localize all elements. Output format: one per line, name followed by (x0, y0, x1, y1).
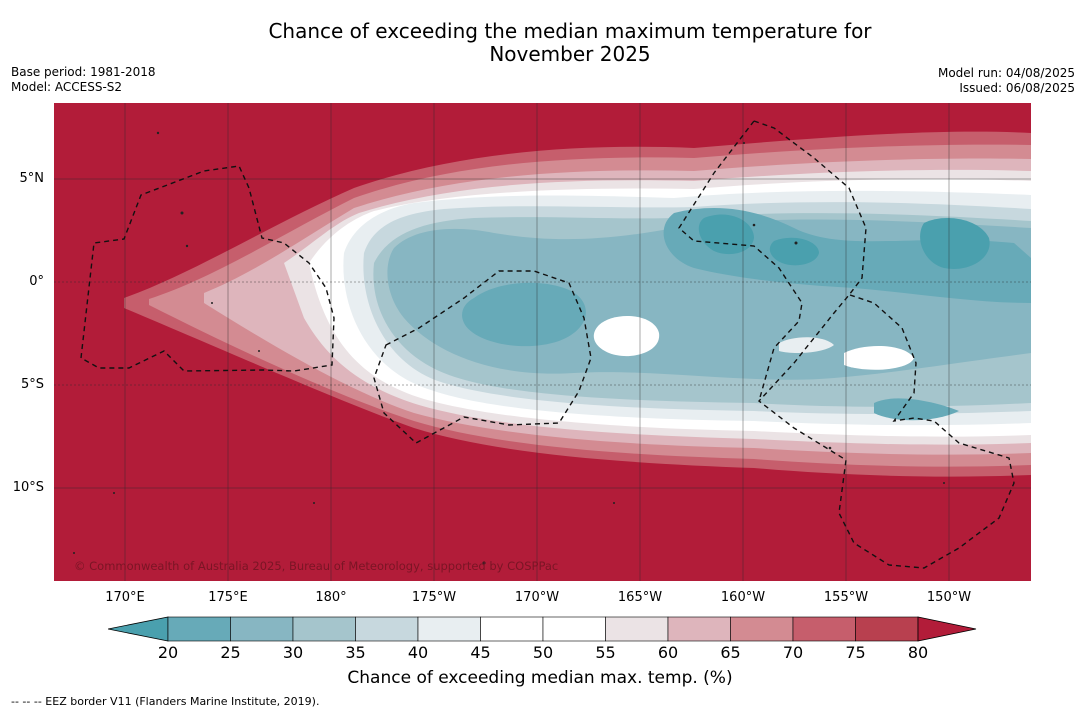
model-name: Model: ACCESS-S2 (11, 80, 123, 94)
colorbar-tick-label: 25 (220, 643, 241, 662)
colorbar-tick-label: 45 (470, 643, 491, 662)
map-title: Chance of exceeding the median maximum t… (200, 20, 940, 66)
colorbar-segment (542, 616, 606, 642)
eez-legend-note: -- -- -- EEZ border V11 (Flanders Marine… (11, 695, 320, 708)
colorbar-extend-low (108, 616, 169, 642)
eez-borders (80, 120, 1015, 569)
colorbar-segment (605, 616, 669, 642)
colorbar-tick-label: 60 (657, 643, 679, 662)
lon-label: 155°W (823, 590, 869, 605)
lat-label: 5°N (19, 171, 45, 186)
lat-label: 0° (29, 274, 44, 289)
lon-label: 165°W (617, 590, 663, 605)
colorbar-label: Chance of exceeding median max. temp. (%… (347, 668, 733, 688)
colorbar (108, 616, 977, 642)
colorbar-segment (230, 616, 294, 642)
lon-label: 180° (315, 590, 347, 605)
colorbar-segment (167, 616, 231, 642)
model-run: Model run: 04/08/2025 (937, 66, 1075, 80)
colorbar-tick-label: 40 (407, 643, 429, 662)
issued-date: Issued: 06/08/2025 (959, 81, 1075, 95)
colorbar-segment (730, 616, 794, 642)
lon-label: 170°E (105, 590, 145, 605)
lat-label: 5°S (20, 377, 44, 392)
colorbar-tick-label: 55 (595, 643, 616, 662)
colorbar-tick-label: 80 (907, 643, 929, 662)
colorbar-extend-high (917, 616, 977, 642)
lon-label: 175°E (208, 590, 248, 605)
colorbar-tick-label: 50 (532, 643, 554, 662)
colorbar-tick-label: 35 (345, 643, 366, 662)
colorbar-tick-label: 65 (720, 643, 741, 662)
copyright-text: © Commonwealth of Australia 2025, Bureau… (74, 559, 558, 573)
islands (73, 131, 945, 565)
meta-left: Base period: 1981-2018 Model: ACCESS-S2 (11, 65, 156, 95)
colorbar-tick-label: 70 (782, 643, 804, 662)
title-line: Chance of exceeding the median maximum t… (268, 19, 872, 43)
meta-right: Model run: 04/08/2025 Issued: 06/08/2025 (938, 66, 1075, 96)
base-period: Base period: 1981-2018 (11, 65, 156, 79)
colorbar-segment (792, 616, 856, 642)
lon-label: 150°W (926, 590, 972, 605)
colorbar-tick-label: 30 (282, 643, 304, 662)
colorbar-segment (355, 616, 419, 642)
forecast-map: © Commonwealth of Australia 2025, Bureau… (54, 103, 1031, 581)
colorbar-segment (667, 616, 731, 642)
title-line: November 2025 (489, 42, 651, 66)
colorbar-tick-label: 20 (157, 643, 179, 662)
lon-label: 160°W (720, 590, 766, 605)
colorbar-segment (417, 616, 481, 642)
colorbar-segment (855, 616, 919, 642)
probability-contours (124, 131, 1031, 477)
lon-label: 170°W (514, 590, 560, 605)
graticule (54, 103, 1031, 581)
colorbar-tick-label: 75 (845, 643, 866, 662)
lon-label: 175°W (411, 590, 457, 605)
colorbar-segment (292, 616, 356, 642)
colorbar-segment (480, 616, 544, 642)
lat-label: 10°S (12, 480, 44, 495)
